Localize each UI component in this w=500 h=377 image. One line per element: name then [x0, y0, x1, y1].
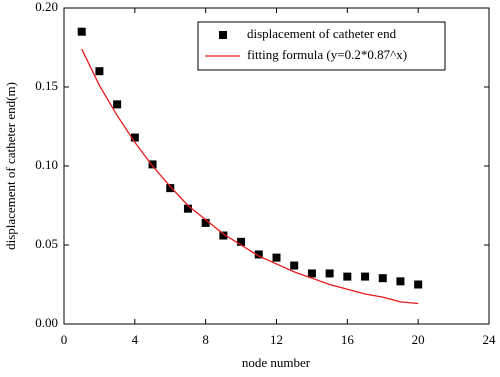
- marker: [166, 184, 175, 193]
- marker: [414, 280, 423, 289]
- marker: [361, 272, 370, 281]
- marker: [130, 133, 139, 142]
- marker: [201, 218, 210, 227]
- marker: [95, 67, 104, 76]
- y-tick-label: 0.15: [35, 78, 58, 93]
- fit-line: [81, 48, 419, 305]
- marker: [325, 269, 334, 278]
- x-tick-label: 24: [483, 332, 497, 347]
- x-axis-label: node number: [242, 355, 311, 370]
- marker: [378, 274, 387, 283]
- x-tick-label: 20: [412, 332, 425, 347]
- legend-swatch: [219, 31, 227, 39]
- marker: [343, 272, 352, 281]
- marker: [237, 237, 246, 246]
- legend-label: displacement of catheter end: [247, 26, 397, 41]
- y-axis-label: displacement of catheter end(m): [3, 82, 18, 250]
- marker: [254, 250, 263, 259]
- y-tick-label: 0.00: [35, 315, 58, 330]
- marker: [183, 204, 192, 213]
- y-tick-label: 0.10: [35, 157, 58, 172]
- marker: [290, 261, 299, 270]
- marker: [148, 160, 157, 169]
- marker: [77, 27, 86, 36]
- marker: [396, 277, 405, 286]
- marker: [113, 100, 122, 109]
- marker: [307, 269, 316, 278]
- y-tick-label: 0.20: [35, 0, 58, 14]
- marker: [272, 253, 281, 262]
- x-tick-label: 16: [341, 332, 355, 347]
- x-tick-label: 12: [270, 332, 283, 347]
- legend-box: [197, 21, 446, 71]
- marker: [219, 231, 228, 240]
- y-tick-label: 0.05: [35, 236, 58, 251]
- x-tick-label: 0: [61, 332, 68, 347]
- legend-label: fitting formula (y=0.2*0.87^x): [247, 47, 407, 62]
- x-tick-label: 8: [202, 332, 209, 347]
- x-tick-label: 4: [132, 332, 139, 347]
